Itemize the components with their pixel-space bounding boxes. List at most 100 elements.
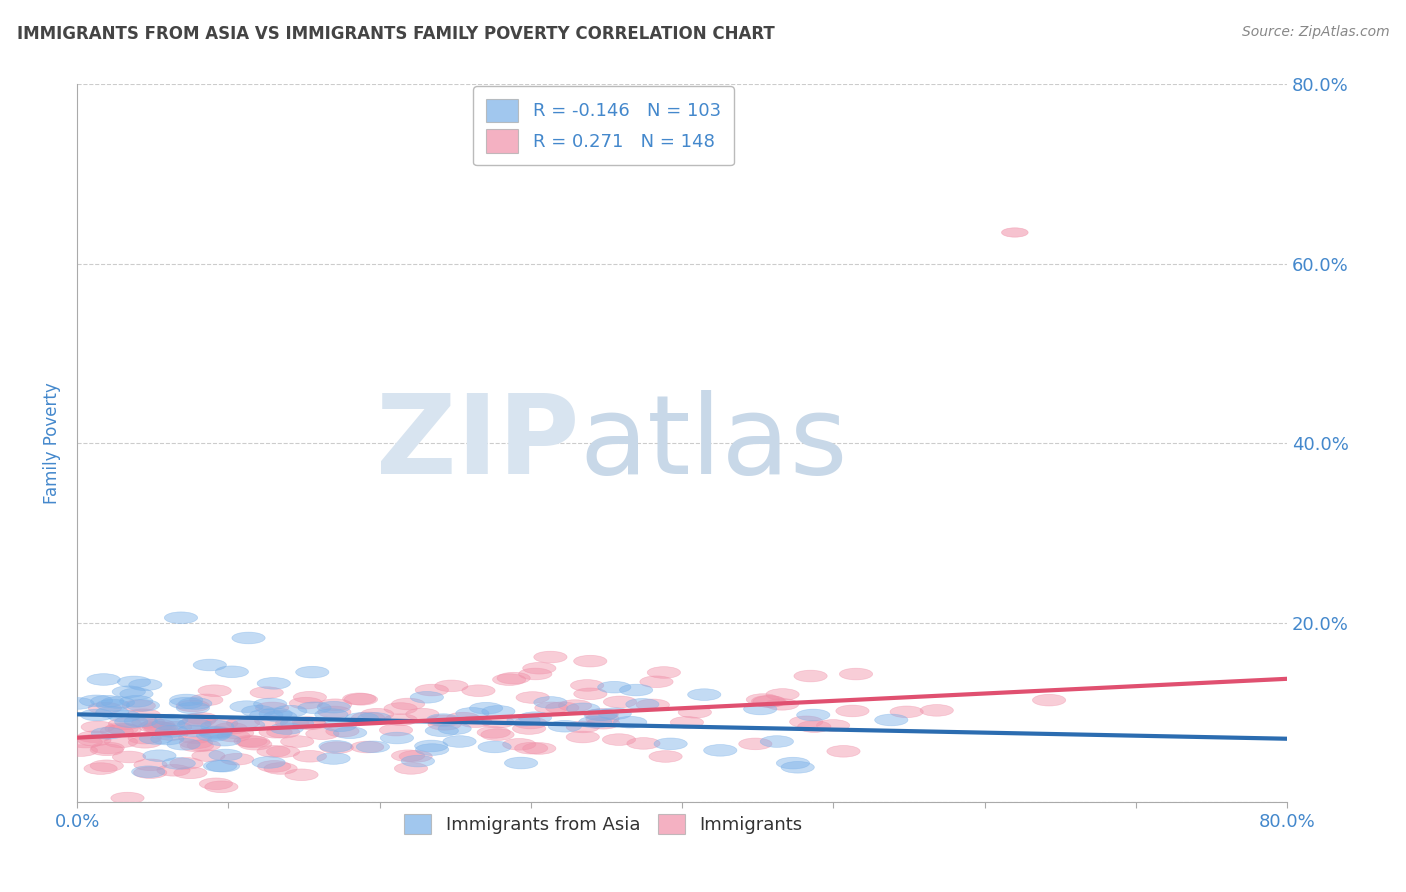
Ellipse shape <box>384 714 418 725</box>
Ellipse shape <box>315 709 349 721</box>
Ellipse shape <box>157 764 190 776</box>
Ellipse shape <box>215 666 249 678</box>
Ellipse shape <box>294 691 326 703</box>
Ellipse shape <box>176 702 209 714</box>
Ellipse shape <box>776 757 810 769</box>
Ellipse shape <box>620 684 652 696</box>
Ellipse shape <box>326 725 359 737</box>
Ellipse shape <box>344 693 378 706</box>
Ellipse shape <box>221 727 253 739</box>
Ellipse shape <box>239 739 271 750</box>
Ellipse shape <box>187 739 221 751</box>
Ellipse shape <box>290 698 322 709</box>
Ellipse shape <box>598 708 631 720</box>
Ellipse shape <box>104 736 138 747</box>
Ellipse shape <box>416 744 449 756</box>
Ellipse shape <box>263 711 297 723</box>
Ellipse shape <box>108 718 142 730</box>
Ellipse shape <box>426 714 460 725</box>
Ellipse shape <box>352 712 385 723</box>
Ellipse shape <box>650 751 682 763</box>
Ellipse shape <box>391 698 425 710</box>
Ellipse shape <box>276 717 309 729</box>
Ellipse shape <box>461 685 495 697</box>
Ellipse shape <box>96 706 129 718</box>
Ellipse shape <box>298 702 332 714</box>
Ellipse shape <box>817 720 849 731</box>
Ellipse shape <box>508 714 540 726</box>
Ellipse shape <box>574 688 607 699</box>
Ellipse shape <box>343 693 375 705</box>
Ellipse shape <box>519 668 553 680</box>
Ellipse shape <box>415 684 449 696</box>
Ellipse shape <box>744 703 778 714</box>
Ellipse shape <box>198 685 231 697</box>
Ellipse shape <box>319 740 352 752</box>
Ellipse shape <box>586 713 619 724</box>
Ellipse shape <box>111 792 145 804</box>
Ellipse shape <box>159 722 191 733</box>
Text: Source: ZipAtlas.com: Source: ZipAtlas.com <box>1241 25 1389 39</box>
Ellipse shape <box>252 756 285 768</box>
Ellipse shape <box>295 666 329 678</box>
Ellipse shape <box>257 746 290 757</box>
Text: atlas: atlas <box>579 390 848 497</box>
Ellipse shape <box>250 687 284 698</box>
Ellipse shape <box>197 730 229 741</box>
Ellipse shape <box>127 709 160 721</box>
Ellipse shape <box>321 742 353 754</box>
Ellipse shape <box>128 732 162 744</box>
Ellipse shape <box>214 723 247 734</box>
Ellipse shape <box>155 729 188 740</box>
Ellipse shape <box>205 781 238 793</box>
Ellipse shape <box>654 738 688 749</box>
Ellipse shape <box>128 737 162 748</box>
Ellipse shape <box>523 663 555 674</box>
Ellipse shape <box>583 709 617 721</box>
Ellipse shape <box>579 716 612 728</box>
Ellipse shape <box>108 723 142 735</box>
Ellipse shape <box>115 716 148 728</box>
Ellipse shape <box>381 732 413 744</box>
Ellipse shape <box>598 681 631 693</box>
Ellipse shape <box>143 750 176 762</box>
Ellipse shape <box>120 688 153 699</box>
Ellipse shape <box>205 717 238 729</box>
Ellipse shape <box>346 713 378 724</box>
Ellipse shape <box>200 778 232 789</box>
Ellipse shape <box>292 718 326 730</box>
Ellipse shape <box>875 714 908 726</box>
Ellipse shape <box>60 698 94 709</box>
Ellipse shape <box>236 736 270 747</box>
Ellipse shape <box>204 760 236 772</box>
Ellipse shape <box>112 686 145 698</box>
Ellipse shape <box>170 694 202 706</box>
Ellipse shape <box>765 698 799 710</box>
Ellipse shape <box>516 691 550 703</box>
Y-axis label: Family Poverty: Family Poverty <box>44 383 60 504</box>
Ellipse shape <box>458 716 492 728</box>
Ellipse shape <box>229 701 263 713</box>
Ellipse shape <box>208 734 240 746</box>
Ellipse shape <box>752 696 786 707</box>
Ellipse shape <box>797 709 830 721</box>
Ellipse shape <box>427 718 461 731</box>
Ellipse shape <box>179 717 212 730</box>
Ellipse shape <box>69 736 103 747</box>
Ellipse shape <box>167 739 200 750</box>
Ellipse shape <box>280 717 314 729</box>
Ellipse shape <box>316 753 350 764</box>
Ellipse shape <box>266 746 299 757</box>
Ellipse shape <box>747 694 779 706</box>
Ellipse shape <box>602 734 636 746</box>
Ellipse shape <box>671 716 703 728</box>
Ellipse shape <box>142 719 174 731</box>
Ellipse shape <box>603 696 637 707</box>
Ellipse shape <box>790 716 823 728</box>
Ellipse shape <box>567 731 599 743</box>
Ellipse shape <box>567 721 599 732</box>
Ellipse shape <box>120 696 153 707</box>
Ellipse shape <box>90 696 124 707</box>
Ellipse shape <box>207 760 239 772</box>
Ellipse shape <box>470 702 503 714</box>
